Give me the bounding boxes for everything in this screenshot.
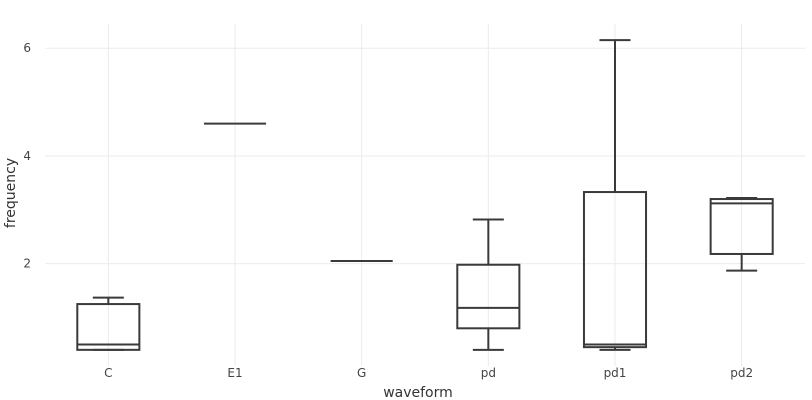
- box-pd2: [709, 196, 774, 272]
- box-pd1: [582, 39, 648, 351]
- x-tick-label: E1: [227, 366, 242, 380]
- y-axis-title: frequency: [3, 158, 19, 228]
- iqr-box: [582, 191, 648, 349]
- x-tick-label: G: [357, 366, 366, 380]
- x-tick-label: pd1: [604, 366, 627, 380]
- x-tick-label: pd: [481, 366, 496, 380]
- iqr-box: [709, 198, 774, 255]
- x-axis-title: waveform: [383, 385, 453, 400]
- box-C: [76, 296, 141, 351]
- iqr-box: [76, 303, 141, 351]
- x-tick-label: C: [104, 366, 112, 380]
- box-pd: [456, 218, 521, 351]
- y-axis-ticks: 2 4 6: [23, 41, 31, 270]
- x-tick-label: pd2: [730, 366, 753, 380]
- iqr-box: [456, 263, 521, 330]
- box-series: [76, 39, 774, 351]
- y-tick-label: 6: [23, 41, 31, 55]
- grid-lines: [45, 24, 805, 366]
- y-tick-label: 4: [23, 149, 31, 163]
- y-tick-label: 2: [23, 257, 31, 271]
